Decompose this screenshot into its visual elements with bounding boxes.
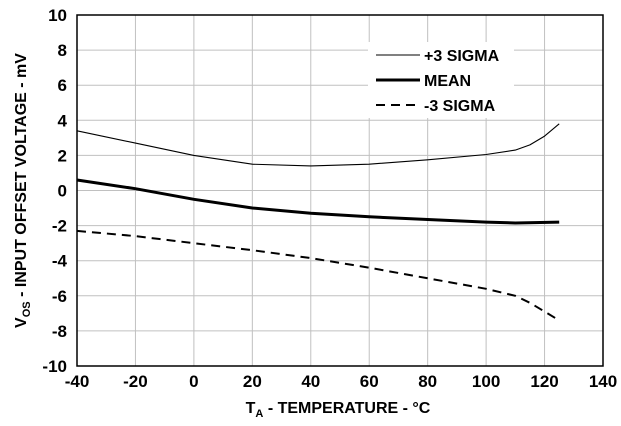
y-tick-label: 2 bbox=[58, 146, 67, 165]
x-tick-label: 0 bbox=[189, 372, 198, 391]
x-axis-title: TA - TEMPERATURE - °C bbox=[246, 400, 431, 420]
series-layer bbox=[76, 123, 560, 322]
series-line-thin bbox=[76, 123, 560, 167]
y-axis-title-sub: OS bbox=[21, 301, 33, 317]
y-tick-label: 0 bbox=[58, 182, 67, 201]
x-tick-label: 80 bbox=[418, 372, 437, 391]
series-line-thick bbox=[76, 178, 560, 225]
grid-lines bbox=[76, 14, 604, 367]
x-tick-labels: -40 -20 0 20 40 60 80 100 120 140 bbox=[65, 372, 617, 391]
legend-label: MEAN bbox=[424, 73, 471, 90]
y-tick-label: 10 bbox=[48, 6, 67, 25]
x-tick-label: 120 bbox=[530, 372, 558, 391]
x-tick-label: -40 bbox=[65, 372, 90, 391]
y-tick-labels: 10 8 6 4 2 0 -2 -4 -6 -8 -10 bbox=[42, 6, 67, 376]
y-axis-title: VOS - INPUT OFFSET VOLTAGE - mV bbox=[13, 53, 33, 328]
x-tick-label: 140 bbox=[589, 372, 617, 391]
legend-label: +3 SIGMA bbox=[424, 48, 500, 65]
x-tick-label: -20 bbox=[123, 372, 148, 391]
y-tick-label: -8 bbox=[52, 322, 67, 341]
series-line-dashed bbox=[76, 229, 560, 322]
legend-label: -3 SIGMA bbox=[424, 98, 496, 115]
x-axis-title-main: T bbox=[246, 400, 256, 417]
x-tick-label: 20 bbox=[243, 372, 262, 391]
legend: +3 SIGMA MEAN -3 SIGMA bbox=[368, 42, 514, 118]
y-tick-label: 8 bbox=[58, 41, 67, 60]
y-tick-label: 4 bbox=[58, 111, 68, 130]
y-tick-label: -10 bbox=[42, 357, 67, 376]
x-tick-label: 100 bbox=[472, 372, 500, 391]
x-axis-title-sub: A bbox=[255, 408, 263, 420]
plot-frame bbox=[76, 14, 604, 367]
y-tick-label: 6 bbox=[58, 76, 67, 95]
y-axis-title-main: V bbox=[13, 317, 30, 328]
y-tick-label: -6 bbox=[52, 287, 67, 306]
y-axis-title-rest: - INPUT OFFSET VOLTAGE - mV bbox=[13, 53, 30, 302]
x-tick-label: 40 bbox=[301, 372, 320, 391]
y-tick-label: -4 bbox=[52, 252, 68, 271]
y-tick-label: -2 bbox=[52, 217, 67, 236]
x-axis-title-rest: - TEMPERATURE - °C bbox=[263, 400, 430, 417]
x-tick-label: 60 bbox=[360, 372, 379, 391]
